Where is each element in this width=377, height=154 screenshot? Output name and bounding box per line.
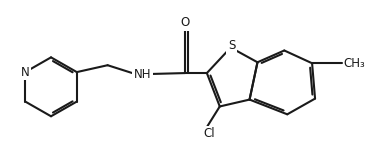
Text: Cl: Cl — [203, 128, 215, 140]
Text: NH: NH — [133, 68, 151, 81]
Text: N: N — [21, 66, 30, 79]
Text: CH₃: CH₃ — [344, 57, 366, 70]
Text: S: S — [228, 39, 235, 52]
Text: O: O — [181, 16, 190, 30]
